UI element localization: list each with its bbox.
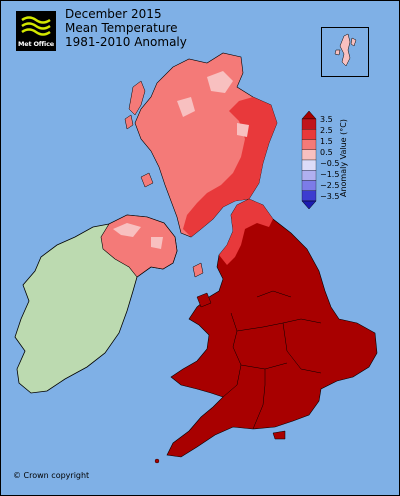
shetland-inset bbox=[321, 27, 369, 77]
legend-tick: 3.5 bbox=[320, 115, 333, 124]
anomaly-legend: 3.5 2.5 1.5 0.5 −0.5 −1.5 −2.5 −3.5 bbox=[298, 110, 358, 211]
legend-band bbox=[301, 180, 317, 191]
met-office-wave-icon bbox=[21, 16, 51, 36]
title-line-1: December 2015 bbox=[65, 7, 162, 21]
legend-tick: 2.5 bbox=[320, 126, 333, 135]
legend-tick: −0.5 bbox=[320, 159, 340, 168]
legend-tick: 0.5 bbox=[320, 148, 333, 157]
met-office-logo-text: Met Office bbox=[18, 40, 54, 48]
anglesey bbox=[196, 292, 212, 308]
legend-colorbar bbox=[301, 110, 317, 210]
legend-tick: −3.5 bbox=[320, 192, 340, 201]
legend-title: Anomaly Value (°C) bbox=[339, 119, 348, 197]
legend-band bbox=[301, 118, 317, 130]
copyright-notice: © Crown copyright bbox=[13, 471, 90, 480]
shetland-islands bbox=[339, 33, 351, 67]
legend-tick: −2.5 bbox=[320, 181, 340, 190]
title-line-2: Mean Temperature bbox=[65, 21, 178, 35]
england-wales bbox=[166, 198, 378, 458]
western-isles bbox=[128, 80, 146, 116]
legend-band bbox=[301, 139, 317, 150]
met-office-logo: Met Office bbox=[16, 11, 56, 51]
legend-band bbox=[301, 170, 317, 181]
legend-band bbox=[301, 159, 317, 171]
legend-tick: −1.5 bbox=[320, 170, 340, 179]
legend-band bbox=[301, 149, 317, 161]
isle-of-man bbox=[192, 262, 204, 278]
legend-band bbox=[301, 129, 317, 140]
title-line-3: 1981-2010 Anomaly bbox=[65, 35, 187, 49]
legend-band bbox=[301, 190, 317, 202]
legend-tick: 1.5 bbox=[320, 137, 333, 146]
